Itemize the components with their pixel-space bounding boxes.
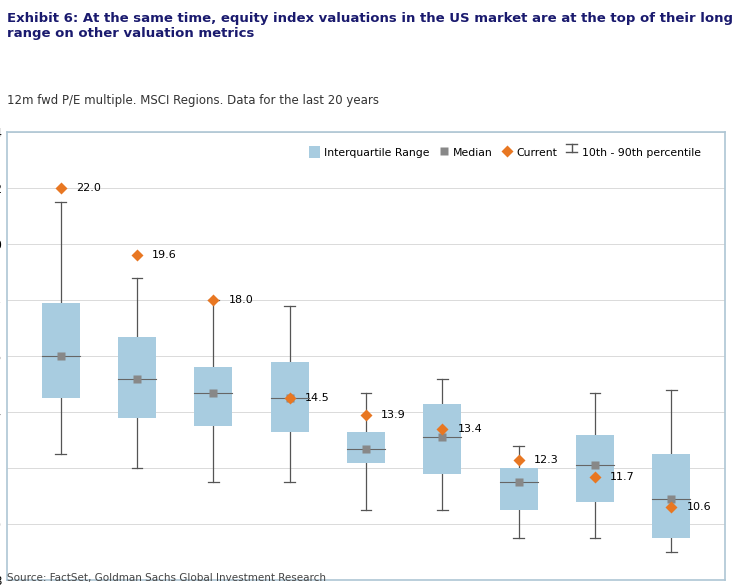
Text: 18.0: 18.0 — [228, 295, 253, 305]
Text: 12m fwd P/E multiple. MSCI Regions. Data for the last 20 years: 12m fwd P/E multiple. MSCI Regions. Data… — [7, 94, 379, 107]
Bar — [271, 362, 309, 432]
Bar — [194, 367, 233, 426]
Text: 13.9: 13.9 — [381, 410, 406, 420]
Bar — [499, 468, 538, 510]
Legend: Interquartile Range, Median, Current, 10th - 90th percentile: Interquartile Range, Median, Current, 10… — [305, 142, 705, 162]
Text: 22.0: 22.0 — [76, 183, 101, 193]
Bar — [347, 432, 385, 462]
Text: 14.5: 14.5 — [305, 393, 329, 403]
Bar — [42, 303, 80, 398]
Text: 12.3: 12.3 — [534, 455, 559, 465]
Text: 10.6: 10.6 — [687, 502, 712, 512]
Text: 19.6: 19.6 — [152, 250, 177, 260]
Text: 11.7: 11.7 — [610, 472, 635, 482]
Text: Exhibit 6: At the same time, equity index valuations in the US market are at the: Exhibit 6: At the same time, equity inde… — [7, 12, 732, 40]
Bar — [423, 404, 461, 473]
Bar — [652, 454, 690, 538]
Bar — [576, 435, 614, 502]
Bar — [118, 336, 156, 418]
Text: 13.4: 13.4 — [458, 424, 482, 434]
Text: Source: FactSet, Goldman Sachs Global Investment Research: Source: FactSet, Goldman Sachs Global In… — [7, 573, 326, 583]
